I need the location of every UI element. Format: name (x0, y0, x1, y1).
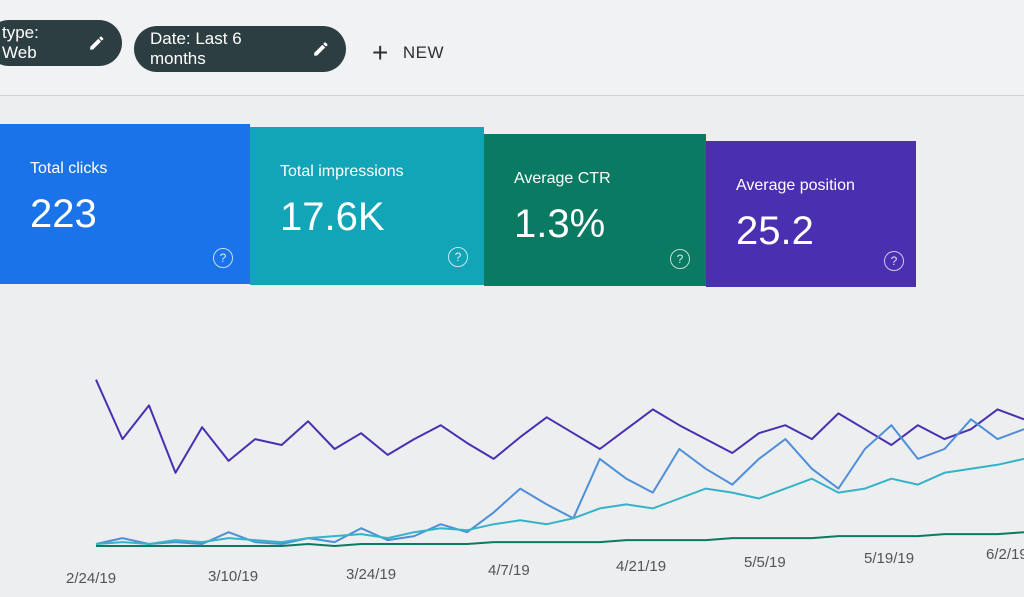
series-line-0 (95, 379, 1024, 474)
date-filter-chip[interactable]: Date: Last 6 months (134, 26, 346, 72)
type-filter-chip[interactable]: type: Web (0, 20, 122, 66)
metric-value: 17.6K (280, 195, 385, 239)
x-tick-label: 6/2/19 (986, 546, 1024, 563)
series-line-3 (96, 531, 1024, 547)
x-tick-label: 5/5/19 (744, 554, 786, 571)
metric-label: Total impressions (280, 163, 404, 180)
filter-bar: type: Web Date: Last 6 months + NEW (0, 0, 1024, 96)
x-tick-label: 2/24/19 (66, 570, 117, 587)
divider (0, 95, 1024, 96)
type-filter-label: type: Web (2, 23, 39, 62)
metric-value: 1.3% (514, 202, 606, 246)
pencil-icon[interactable] (312, 40, 330, 58)
performance-chart: 2/24/19 3/10/19 3/24/19 4/7/19 4/21/19 5… (0, 290, 1024, 597)
help-icon[interactable]: ? (213, 248, 233, 268)
metric-card-average-position[interactable]: Average position 25.2 ? (706, 141, 916, 287)
metric-card-average-ctr[interactable]: Average CTR 1.3% ? (484, 134, 706, 286)
x-tick-label: 4/21/19 (616, 558, 667, 575)
x-tick-label: 4/7/19 (488, 562, 530, 579)
performance-chart-svg (95, 379, 1024, 547)
x-tick-label: 3/10/19 (208, 568, 259, 585)
new-filter-label: NEW (402, 43, 445, 62)
pencil-icon[interactable] (88, 34, 106, 52)
series-line-2 (95, 457, 1024, 545)
plus-icon: + (372, 37, 389, 68)
date-filter-label: Date: Last 6 months (150, 29, 242, 68)
metric-card-total-clicks[interactable]: Total clicks 223 ? (0, 124, 250, 284)
metric-label: Average position (736, 177, 855, 194)
metric-label: Average CTR (514, 170, 611, 187)
help-icon[interactable]: ? (670, 249, 690, 269)
x-tick-label: 3/24/19 (346, 566, 397, 583)
help-icon[interactable]: ? (884, 251, 904, 271)
metric-label: Total clicks (30, 160, 108, 177)
help-icon[interactable]: ? (448, 247, 468, 267)
x-tick-label: 5/19/19 (864, 550, 915, 567)
metric-value: 25.2 (736, 209, 814, 253)
metric-value: 223 (30, 192, 97, 236)
new-filter-button[interactable]: + NEW (372, 36, 444, 70)
metric-card-total-impressions[interactable]: Total impressions 17.6K ? (250, 127, 484, 285)
